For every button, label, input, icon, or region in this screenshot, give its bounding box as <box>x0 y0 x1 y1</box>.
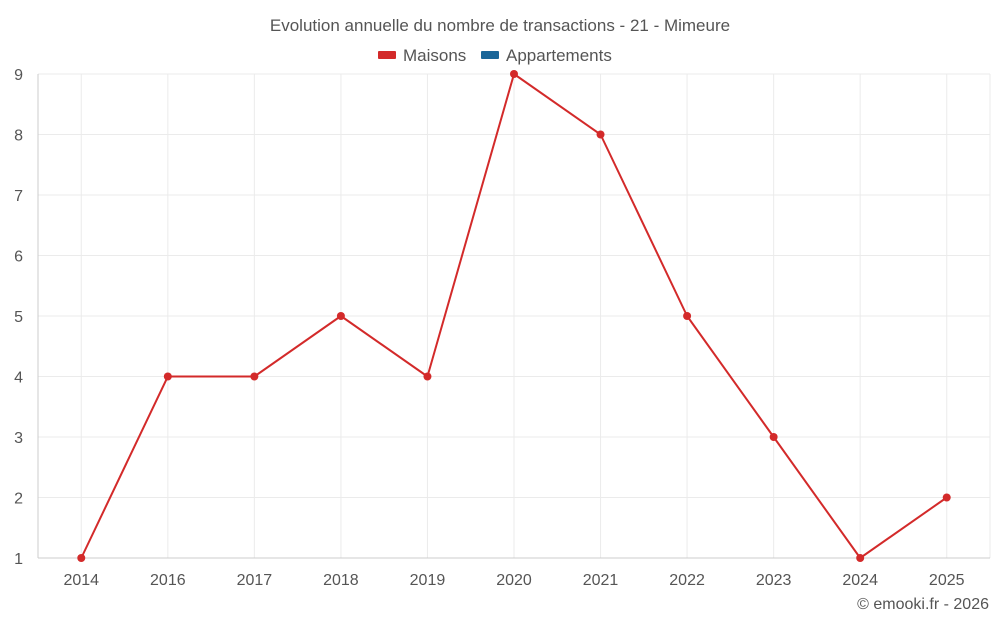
y-tick-label: 2 <box>14 491 23 508</box>
x-tick-label: 2024 <box>842 572 878 589</box>
data-point[interactable] <box>163 372 172 381</box>
y-axis-ticks: 1 2 3 4 5 6 7 8 9 <box>14 67 23 568</box>
x-tick-label: 2020 <box>496 572 532 589</box>
y-tick-label: 3 <box>14 430 23 447</box>
x-tick-label: 2014 <box>63 572 99 589</box>
legend-label-appartements: Appartements <box>506 46 612 65</box>
data-point[interactable] <box>596 130 605 139</box>
x-gridlines <box>37 74 991 558</box>
credit-text: © emooki.fr - 2026 <box>857 596 989 613</box>
data-point[interactable] <box>423 372 432 381</box>
data-point[interactable] <box>683 312 692 320</box>
data-point[interactable] <box>510 70 518 78</box>
data-point[interactable] <box>769 433 778 441</box>
legend-item-appartements[interactable]: Appartements <box>481 46 612 65</box>
y-tick-label: 1 <box>14 551 23 568</box>
x-tick-label: 2021 <box>583 572 619 589</box>
y-tick-label: 7 <box>14 188 23 205</box>
y-tick-label: 5 <box>14 309 23 326</box>
chart-title: Evolution annuelle du nombre de transact… <box>270 16 730 35</box>
legend-swatch-appartements <box>481 51 499 59</box>
data-point[interactable] <box>250 372 259 381</box>
data-point[interactable] <box>77 554 86 562</box>
legend-item-maisons[interactable]: Maisons <box>378 46 466 65</box>
data-point[interactable] <box>856 554 865 562</box>
x-tick-label: 2025 <box>929 572 965 589</box>
x-tick-label: 2016 <box>150 572 186 589</box>
x-tick-label: 2018 <box>323 572 359 589</box>
y-tick-label: 9 <box>14 67 23 84</box>
data-point[interactable] <box>336 312 345 320</box>
y-tick-label: 4 <box>14 370 23 387</box>
x-tick-label: 2019 <box>410 572 446 589</box>
x-tick-label: 2023 <box>756 572 792 589</box>
legend: Maisons Appartements <box>378 46 612 65</box>
legend-label-maisons: Maisons <box>403 46 466 65</box>
series-maisons <box>77 70 951 562</box>
legend-swatch-maisons <box>378 51 396 59</box>
x-axis-ticks: 2014 2016 2017 2018 2019 2020 2021 2022 2023 2024… <box>63 572 964 589</box>
x-tick-label: 2017 <box>237 572 273 589</box>
data-point[interactable] <box>942 493 951 502</box>
x-tick-label: 2022 <box>669 572 705 589</box>
y-tick-label: 8 <box>14 128 23 145</box>
y-tick-label: 6 <box>14 249 23 266</box>
